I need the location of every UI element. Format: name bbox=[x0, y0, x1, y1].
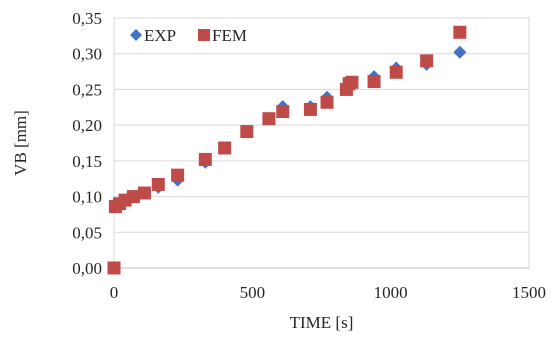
data-point-fem bbox=[453, 25, 467, 39]
legend-label-exp: EXP bbox=[144, 26, 176, 45]
y-tick-label: 0,25 bbox=[72, 80, 102, 99]
plot-border bbox=[113, 17, 530, 269]
y-tick-label: 0,30 bbox=[72, 45, 102, 64]
series-fem bbox=[107, 25, 467, 275]
data-point-fem bbox=[367, 75, 381, 89]
data-point-exp bbox=[453, 45, 467, 59]
data-point-fem bbox=[303, 102, 317, 116]
legend-marker-exp bbox=[130, 29, 142, 41]
x-tick-label: 1000 bbox=[374, 283, 408, 302]
x-tick-label: 500 bbox=[240, 283, 266, 302]
data-point-fem bbox=[126, 190, 140, 204]
data-point-fem bbox=[389, 65, 403, 79]
y-tick-label: 0,20 bbox=[72, 116, 102, 135]
data-point-fem bbox=[107, 261, 121, 275]
legend-marker-fem bbox=[198, 29, 210, 41]
data-point-fem bbox=[151, 177, 165, 191]
data-point-fem bbox=[171, 168, 185, 182]
y-tick-label: 0,00 bbox=[72, 259, 102, 278]
gridlines bbox=[114, 17, 529, 233]
data-point-fem bbox=[420, 54, 434, 68]
data-point-fem bbox=[345, 75, 359, 89]
tick-labels: 0,00 0,05 0,10 0,15 0,20 0,25 0,30 0,35 0 500 1000… bbox=[72, 9, 546, 302]
data-point-fem bbox=[137, 186, 151, 200]
legend: EXP FEM bbox=[130, 26, 247, 45]
data-point-fem bbox=[262, 112, 276, 126]
data-series bbox=[107, 25, 467, 275]
data-point-fem bbox=[240, 125, 254, 139]
y-tick-label: 0,10 bbox=[72, 188, 102, 207]
series-exp bbox=[107, 45, 467, 275]
y-axis-title: VB [mm] bbox=[11, 110, 30, 176]
data-point-fem bbox=[218, 141, 232, 155]
y-tick-label: 0,05 bbox=[72, 223, 102, 242]
x-tick-label: 0 bbox=[110, 283, 119, 302]
legend-label-fem: FEM bbox=[212, 26, 247, 45]
x-axis-title: TIME [s] bbox=[290, 313, 354, 332]
x-tick-label: 1500 bbox=[512, 283, 546, 302]
y-tick-label: 0,35 bbox=[72, 9, 102, 28]
data-point-fem bbox=[320, 95, 334, 109]
y-tick-label: 0,15 bbox=[72, 152, 102, 171]
data-point-fem bbox=[198, 152, 212, 166]
axes bbox=[113, 17, 530, 269]
data-point-fem bbox=[276, 105, 290, 119]
